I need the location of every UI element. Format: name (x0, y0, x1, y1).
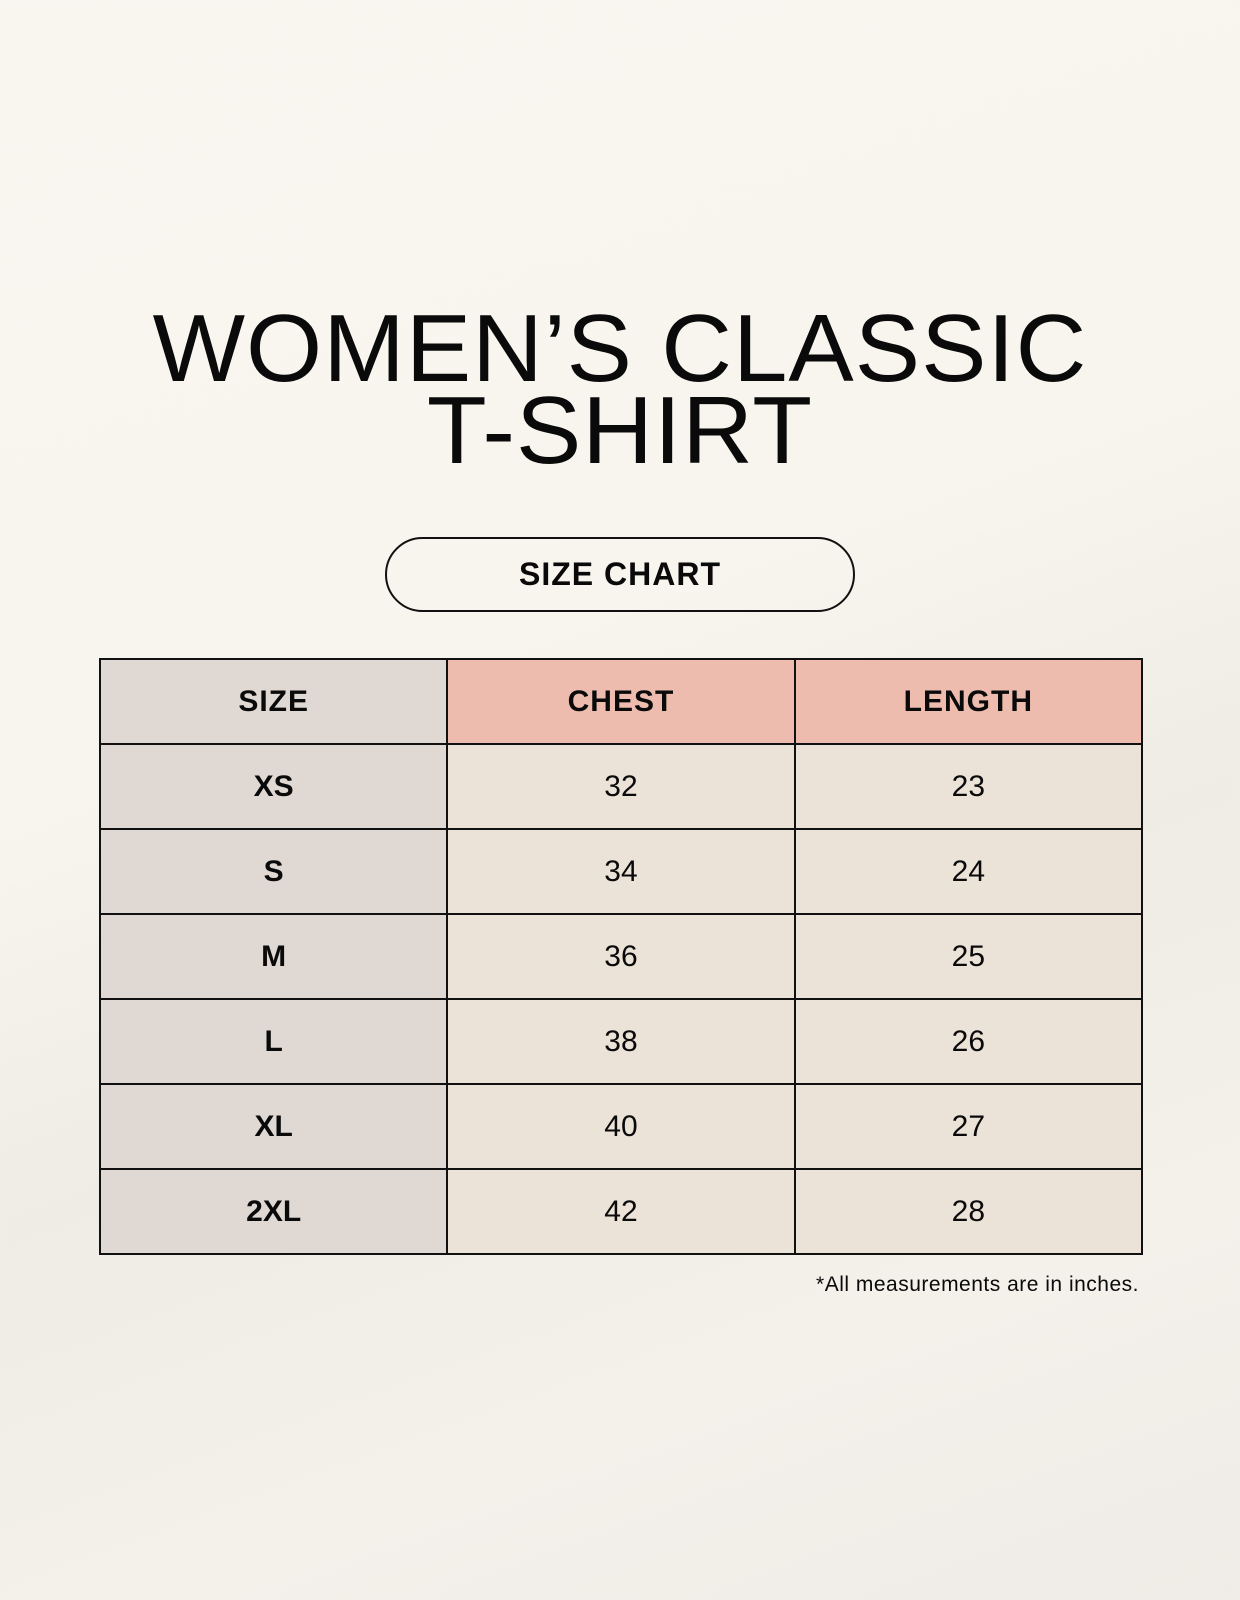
measurement-note: *All measurements are in inches. (816, 1273, 1139, 1296)
table-row: 2XL 42 28 (98, 1168, 1144, 1255)
table-row: XS 32 23 (98, 743, 1144, 830)
cell-chest: 34 (446, 828, 796, 915)
cell-length: 27 (793, 1083, 1144, 1170)
title-line-2: T-SHIRT (426, 377, 814, 484)
table-row: S 34 24 (98, 828, 1144, 915)
header-length: LENGTH (793, 658, 1144, 745)
cell-size: 2XL (98, 1168, 449, 1255)
cell-size: L (98, 998, 449, 1085)
cell-chest: 32 (446, 743, 796, 830)
cell-length: 24 (793, 828, 1144, 915)
cell-chest: 42 (446, 1168, 796, 1255)
page-title: WOMEN’S CLASSIC T-SHIRT (0, 295, 1240, 484)
header-size: SIZE (98, 658, 449, 745)
cell-size: XL (98, 1083, 449, 1170)
cell-size: XS (98, 743, 449, 830)
cell-chest: 38 (446, 998, 796, 1085)
cell-size: S (98, 828, 449, 915)
header-chest: CHEST (446, 658, 796, 745)
cell-chest: 36 (446, 913, 796, 1000)
cell-length: 26 (793, 998, 1144, 1085)
title-line-1: WOMEN’S CLASSIC (152, 295, 1088, 402)
table-row: L 38 26 (98, 998, 1144, 1085)
cell-size: M (98, 913, 449, 1000)
cell-length: 28 (793, 1168, 1144, 1255)
table-row: M 36 25 (98, 913, 1144, 1000)
cell-length: 25 (793, 913, 1144, 1000)
size-chart-badge: SIZE CHART (385, 537, 855, 612)
cell-chest: 40 (446, 1083, 796, 1170)
table-header-row: SIZE CHEST LENGTH (98, 658, 1144, 745)
cell-length: 23 (793, 743, 1144, 830)
size-table: SIZE CHEST LENGTH XS 32 23 S 34 24 M 36 25 L 38 26 X… (98, 658, 1144, 1255)
table-row: XL 40 27 (98, 1083, 1144, 1170)
